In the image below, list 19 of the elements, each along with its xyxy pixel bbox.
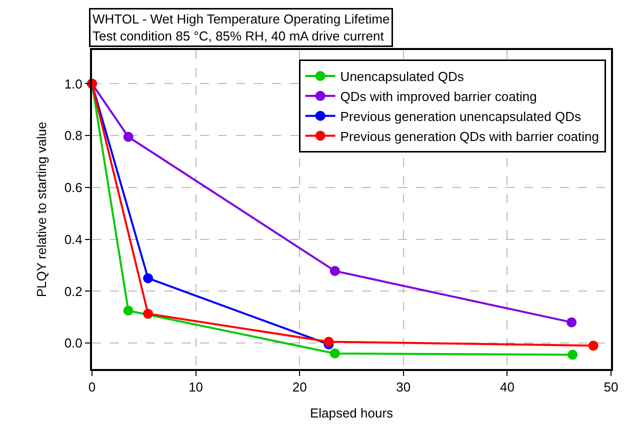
x-tick-label: 20 xyxy=(292,380,307,395)
y-tick-label: 0.4 xyxy=(64,232,82,247)
y-tick-label: 0.0 xyxy=(64,336,82,351)
legend-label: Previous generation QDs with barrier coating xyxy=(340,128,599,144)
y-tick-label: 1.0 xyxy=(64,76,82,92)
y-tick-label: 0.2 xyxy=(64,284,82,299)
legend-label: Unencapsulated QDs xyxy=(340,69,464,84)
x-axis-title: Elapsed hours xyxy=(310,406,394,421)
x-tick-label: 30 xyxy=(396,380,411,395)
legend-label: Previous generation unencapsulated QDs xyxy=(340,108,582,124)
y-tick-label: 0.6 xyxy=(64,180,82,196)
chart-title: WHTOL - Wet High Temperature Operating Lifetime Test condition 85 °C, 85% RH, 40 mA drive current xyxy=(92,12,390,44)
legend-label: QDs with improved barrier coating xyxy=(340,88,537,104)
x-tick-label: 40 xyxy=(500,380,514,395)
y-axis-title: PLQY relative to starting value xyxy=(34,122,49,298)
x-tick-label: 50 xyxy=(604,380,618,395)
x-tick-label: 10 xyxy=(188,380,204,395)
y-tick-label: 0.8 xyxy=(64,128,82,144)
x-tick-label: 0 xyxy=(88,380,96,395)
